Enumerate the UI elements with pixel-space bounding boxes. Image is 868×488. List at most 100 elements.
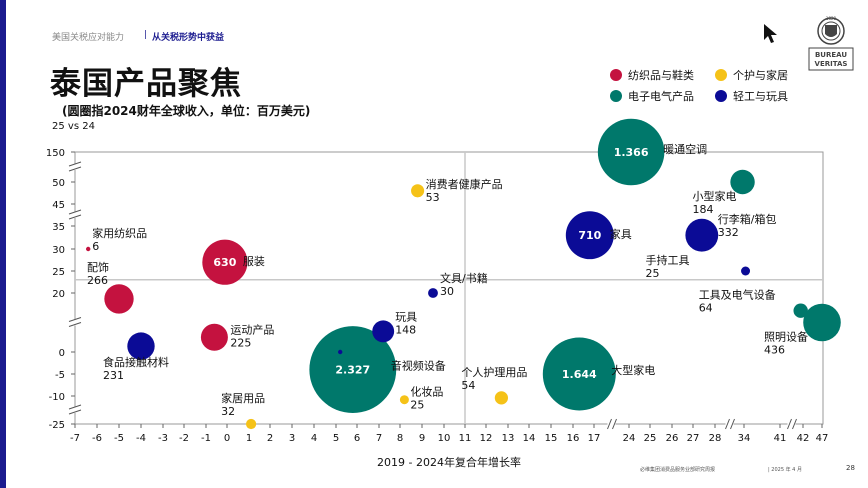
bubble-category-label: 运动产品 xyxy=(230,322,274,336)
bubble-revenue-label: 53 xyxy=(426,191,440,204)
bubble-revenue-label: 148 xyxy=(395,323,416,336)
bubble-point xyxy=(565,211,614,260)
legend-label: 电子电气产品 xyxy=(628,90,694,103)
x-axis-break-mark xyxy=(725,418,735,430)
x-axis-break-mask xyxy=(787,419,796,429)
bubble-revenue-label: 6 xyxy=(92,240,99,253)
bubble-revenue-label: 225 xyxy=(230,336,251,349)
bubble-point xyxy=(411,184,425,198)
y-axis-break-mask xyxy=(70,212,80,218)
x-tick-label: 34 xyxy=(738,433,751,444)
x-tick-label: 10 xyxy=(438,433,451,444)
bubble-category-label: 服装 xyxy=(243,255,265,268)
bubble-category-label: 个人护理用品 xyxy=(461,365,527,379)
bubble-revenue-label: 32 xyxy=(221,405,235,418)
y-tick-label: 25 xyxy=(52,267,65,278)
y-axis-break-mask xyxy=(70,319,80,326)
page-subtitle: (圆圈指2024财年全球收入，单位：百万美元) xyxy=(62,104,311,118)
x-tick-label: -2 xyxy=(179,433,189,444)
bubble-revenue-label: 64 xyxy=(699,302,713,315)
bubble-point xyxy=(494,391,509,405)
x-tick-label: 26 xyxy=(666,433,679,444)
y-tick-label: 50 xyxy=(52,178,65,189)
x-tick-label: 5 xyxy=(333,433,339,444)
breadcrumb-separator: | xyxy=(144,30,148,40)
bubble-point xyxy=(803,303,841,342)
legend-swatch-textiles xyxy=(610,69,622,81)
x-tick-label: 9 xyxy=(419,433,425,444)
legend-item-textiles: 纺织品与鞋类 xyxy=(610,67,694,83)
bubble-point xyxy=(338,349,343,355)
x-tick-label: 25 xyxy=(644,433,657,444)
bubble-category-label: 家具 xyxy=(610,227,632,241)
bubble-point xyxy=(542,337,616,411)
x-tick-label: 16 xyxy=(567,433,580,444)
bubble-point xyxy=(597,118,665,186)
bubble-point xyxy=(127,332,155,360)
x-tick-label: -4 xyxy=(136,433,146,444)
legend-item-electronics: 电子电气产品 xyxy=(610,88,694,104)
x-axis-label: 2019 - 2024年复合年增长率 xyxy=(377,455,521,469)
legend-label: 轻工与玩具 xyxy=(733,90,788,103)
y-axis-break-mark xyxy=(68,404,82,415)
bubble-point xyxy=(372,320,395,343)
bubble-revenue-label: 30 xyxy=(440,285,454,298)
bubble-revenue-label: 436 xyxy=(764,344,785,357)
x-tick-label: 47 xyxy=(816,433,829,444)
bubble-point xyxy=(246,418,257,430)
y-tick-label: 150 xyxy=(46,148,65,159)
bubble-revenue-label: 54 xyxy=(461,379,475,392)
x-tick-label: 11 xyxy=(459,433,472,444)
bubble-category-label: 暖通空调 xyxy=(663,142,707,156)
legend-swatch-light xyxy=(715,90,727,102)
y-axis-break-mark xyxy=(68,209,82,220)
bubble-point xyxy=(202,239,248,285)
legend-label: 纺织品与鞋类 xyxy=(628,69,694,82)
bubble-point xyxy=(104,284,134,314)
bubble-point xyxy=(793,303,808,318)
bureau-veritas-logo: 1828 BUREAU VERITAS xyxy=(808,16,854,71)
bubble-point xyxy=(200,323,228,351)
bubble-category-label: 小型家电 xyxy=(693,189,737,203)
breadcrumb-current: 从关税形势中获益 xyxy=(152,33,225,43)
x-tick-label: 3 xyxy=(289,433,295,444)
x-axis-break-mark xyxy=(607,418,617,430)
bubble-category-label: 行李箱/箱包 xyxy=(718,212,777,226)
bubble-revenue-label: 25 xyxy=(646,267,660,280)
x-tick-label: 14 xyxy=(523,433,536,444)
left-accent-bar xyxy=(0,0,6,488)
x-tick-label: 1 xyxy=(246,433,252,444)
x-tick-label: 0 xyxy=(224,433,230,444)
bubble-category-label: 文具/书籍 xyxy=(440,271,488,285)
bubble-category-label: 化妆品 xyxy=(410,385,443,399)
bubble-revenue-label: 2.327 xyxy=(335,364,370,377)
bubble-revenue-label: 266 xyxy=(87,274,108,287)
x-tick-label: 27 xyxy=(687,433,700,444)
bubble-revenue-label: 710 xyxy=(578,229,601,242)
legend-item-light: 轻工与玩具 xyxy=(715,88,788,104)
x-tick-label: 28 xyxy=(709,433,722,444)
comparison-note: 25 vs 24 xyxy=(52,121,95,132)
bubble-revenue-label: 630 xyxy=(213,256,236,269)
x-tick-label: -5 xyxy=(114,433,124,444)
x-tick-label: 6 xyxy=(354,433,360,444)
x-axis-break-mark xyxy=(787,418,797,430)
x-axis-break-mask xyxy=(725,419,734,429)
bubble-category-label: 配饰 xyxy=(87,260,109,274)
y-tick-label: 35 xyxy=(52,222,65,233)
x-tick-label: 24 xyxy=(623,433,636,444)
footer-date: | 2025 年 4 月 xyxy=(768,467,802,473)
bubble-revenue-label: 332 xyxy=(718,226,739,239)
y-tick-label: 20 xyxy=(52,289,65,300)
bubble-point xyxy=(399,395,409,405)
bubble-revenue-label: 1.644 xyxy=(562,368,597,381)
x-tick-label: 8 xyxy=(397,433,403,444)
y-axis-break-mask xyxy=(70,407,80,413)
breadcrumb-section[interactable]: 美国关税应对能力 xyxy=(52,33,125,43)
legend-item-personal: 个护与家居 xyxy=(715,67,788,83)
bubble-point xyxy=(730,169,755,195)
y-tick-label: -25 xyxy=(49,420,65,431)
bubble-point xyxy=(428,288,438,298)
y-axis-break-mark xyxy=(68,161,82,172)
